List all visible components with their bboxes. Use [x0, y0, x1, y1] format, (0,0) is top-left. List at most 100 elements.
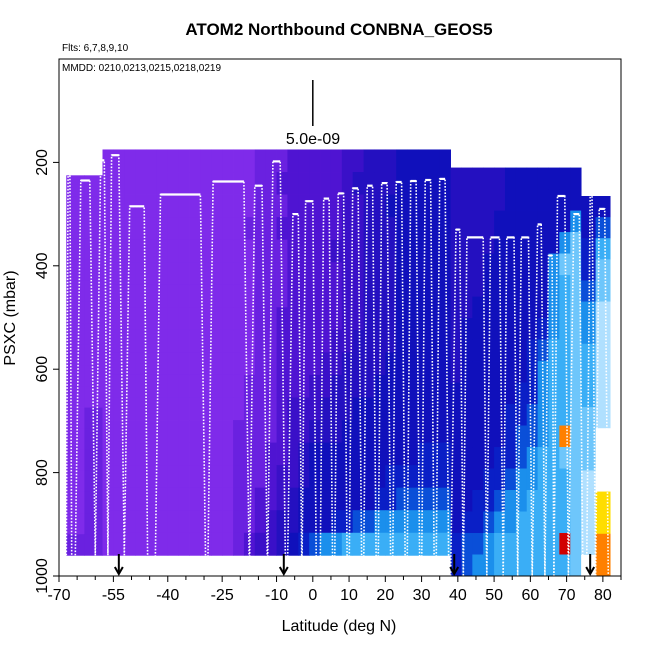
heatmap-cell	[113, 352, 125, 376]
heatmap-cell	[407, 465, 419, 489]
heatmap-cell	[84, 365, 103, 387]
heatmap-cell	[146, 307, 158, 331]
heatmap-cell	[548, 339, 560, 362]
heatmap-cell	[84, 280, 103, 303]
heatmap-cell	[385, 442, 397, 466]
heatmap-cell	[450, 468, 462, 491]
heatmap-cell	[439, 149, 451, 173]
heatmap-cell	[298, 262, 310, 286]
heatmap-cell	[124, 442, 136, 466]
heatmap-cell	[461, 318, 473, 340]
heatmap-cell	[135, 510, 147, 534]
heatmap-cell	[504, 425, 517, 448]
heatmap-cell	[222, 465, 234, 489]
heatmap-cell	[352, 352, 364, 376]
heatmap-cell	[374, 172, 386, 195]
heatmap-cell	[483, 554, 495, 576]
heatmap-cell	[211, 397, 223, 421]
heatmap-cell	[66, 280, 85, 303]
heatmap-cell	[407, 284, 419, 308]
heatmap-cell	[287, 172, 299, 195]
heatmap-cell	[548, 318, 560, 340]
heatmap-cell	[309, 284, 321, 308]
heatmap-cell	[222, 442, 234, 466]
heatmap-cell	[254, 532, 267, 556]
heatmap-cell	[66, 323, 85, 345]
heatmap-cell	[309, 239, 321, 263]
heatmap-cell	[363, 262, 375, 286]
heatmap-cell	[320, 262, 332, 286]
heatmap-cell	[559, 361, 571, 383]
heatmap-cell	[330, 239, 343, 263]
heatmap-cell	[167, 239, 180, 263]
heatmap-cell	[515, 275, 528, 297]
heatmap-cell	[428, 487, 441, 511]
heatmap-cell	[428, 307, 441, 331]
heatmap-cell	[167, 217, 180, 241]
heatmap-cell	[320, 172, 332, 195]
heatmap-cell	[200, 194, 212, 218]
heatmap-cell	[309, 172, 321, 195]
heatmap-cell	[265, 397, 277, 421]
heatmap-cell	[548, 210, 560, 233]
heatmap-cell	[581, 449, 597, 471]
heatmap-cell	[461, 382, 473, 405]
heatmap-cell	[243, 194, 256, 218]
flight-boundary-arrowhead	[113, 566, 124, 577]
heatmap-cell	[243, 307, 256, 331]
heatmap-cell	[200, 149, 212, 173]
heatmap-cell	[211, 465, 223, 489]
heatmap-cell	[84, 344, 103, 366]
heatmap-cell	[439, 329, 451, 353]
heatmap-cell	[233, 239, 245, 263]
heatmap-cell	[352, 172, 364, 195]
heatmap-cell	[135, 239, 147, 263]
heatmap-cell	[407, 374, 419, 398]
heatmap-cell	[309, 510, 321, 534]
heatmap-cell	[222, 262, 234, 286]
heatmap-cell	[189, 239, 201, 263]
heatmap-cell	[341, 172, 354, 195]
heatmap-cell	[559, 232, 571, 254]
heatmap-cell	[124, 487, 136, 511]
heatmap-cell	[167, 172, 180, 195]
heatmap-cell	[113, 239, 125, 263]
heatmap-cell	[276, 284, 288, 308]
heatmap-cell	[254, 262, 267, 286]
heatmap-cell	[146, 465, 158, 489]
heatmap-cell	[526, 361, 539, 383]
heatmap-cell	[526, 275, 539, 297]
heatmap-cell	[243, 262, 256, 286]
heatmap-cell	[167, 397, 180, 421]
heatmap-cell	[483, 296, 495, 319]
heatmap-cell	[211, 442, 223, 466]
heatmap-cell	[428, 420, 441, 443]
heatmap-cell	[178, 374, 190, 398]
heatmap-cell	[483, 425, 495, 448]
heatmap-cell	[396, 307, 408, 331]
flight-profile	[544, 254, 555, 576]
heatmap-cell	[135, 284, 147, 308]
heatmap-cell	[243, 374, 256, 398]
heatmap-cell	[374, 239, 386, 263]
heatmap-cell	[276, 374, 288, 398]
heatmap-cell	[385, 172, 397, 195]
heatmap-cell	[494, 361, 506, 383]
heatmap-cell	[102, 420, 114, 443]
heatmap-cell	[374, 217, 386, 241]
heatmap-cell	[374, 465, 386, 489]
heatmap-cell	[222, 172, 234, 195]
heatmap-cell	[472, 296, 484, 319]
heatmap-cell	[84, 259, 103, 282]
heatmap-cell	[581, 491, 597, 514]
heatmap-cell	[298, 194, 310, 218]
heatmap-cell	[320, 374, 332, 398]
heatmap-cell	[66, 217, 85, 240]
heatmap-cell	[189, 217, 201, 241]
heatmap-cell	[570, 189, 582, 211]
heatmap-cell	[135, 352, 147, 376]
heatmap-cell	[330, 532, 343, 556]
heatmap-cell	[504, 210, 517, 233]
heatmap-cell	[156, 532, 169, 556]
heatmap-cell	[595, 428, 611, 450]
